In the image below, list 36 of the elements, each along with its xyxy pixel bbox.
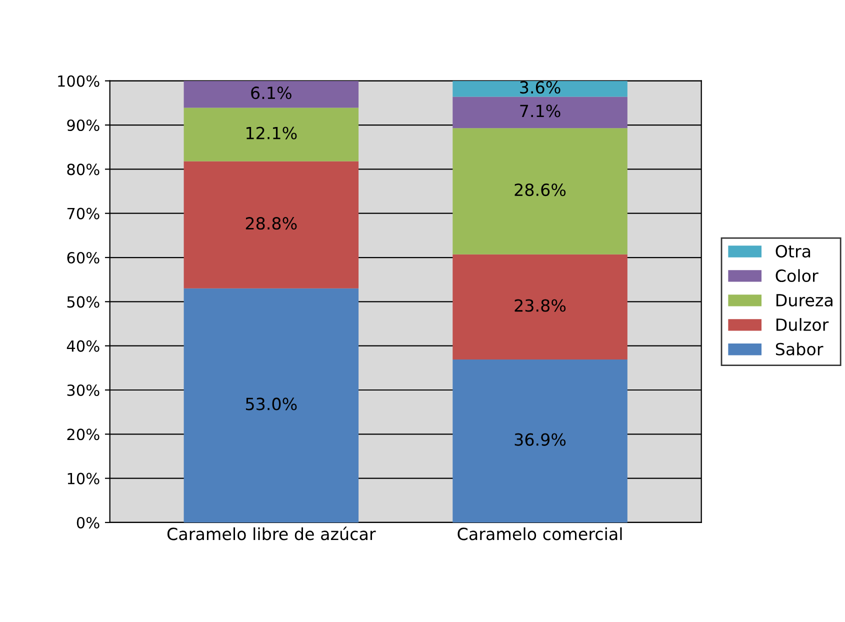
bar — [452, 96, 628, 128]
legend-label: Color — [776, 269, 818, 282]
bar — [452, 128, 628, 254]
legend-label: Otra — [776, 244, 810, 258]
y-tick-label: 50% — [67, 296, 100, 308]
x-tick-label: Caramelo comercial — [458, 527, 622, 540]
y-tick-label: 10% — [68, 472, 100, 484]
data-label: 36.9% — [514, 433, 566, 446]
data-label: 6.1% — [251, 86, 292, 100]
bar — [184, 108, 359, 162]
y-tick-label: 40% — [66, 340, 100, 352]
data-label: 7.1% — [520, 104, 560, 118]
bar — [184, 161, 359, 288]
legend-label: Sabor — [776, 342, 824, 356]
y-tick-label: 80% — [67, 164, 100, 176]
y-tick-label: 0% — [76, 516, 100, 528]
bar — [184, 80, 359, 108]
data-label: 12.1% — [246, 126, 297, 140]
bar — [184, 288, 359, 522]
y-tick-label: 60% — [67, 252, 100, 264]
legend-label: Dulzor — [776, 318, 829, 331]
x-tick-label: Caramelo libre de azúcar — [167, 526, 376, 540]
y-tick-label: 100% — [58, 75, 100, 87]
legend-label: Dureza — [776, 294, 832, 307]
y-tick-label: 30% — [67, 384, 100, 396]
bar — [452, 80, 628, 97]
data-label: 28.6% — [514, 183, 566, 196]
y-tick-label: 20% — [67, 428, 100, 440]
bar — [452, 360, 628, 522]
y-tick-label: 90% — [67, 119, 100, 132]
bar — [452, 254, 628, 360]
data-label: 3.6% — [520, 81, 560, 94]
y-tick-label: 70% — [67, 208, 100, 220]
data-label: 23.8% — [514, 299, 566, 312]
data-label: 53.0% — [246, 398, 297, 410]
data-label: 28.8% — [246, 217, 297, 230]
